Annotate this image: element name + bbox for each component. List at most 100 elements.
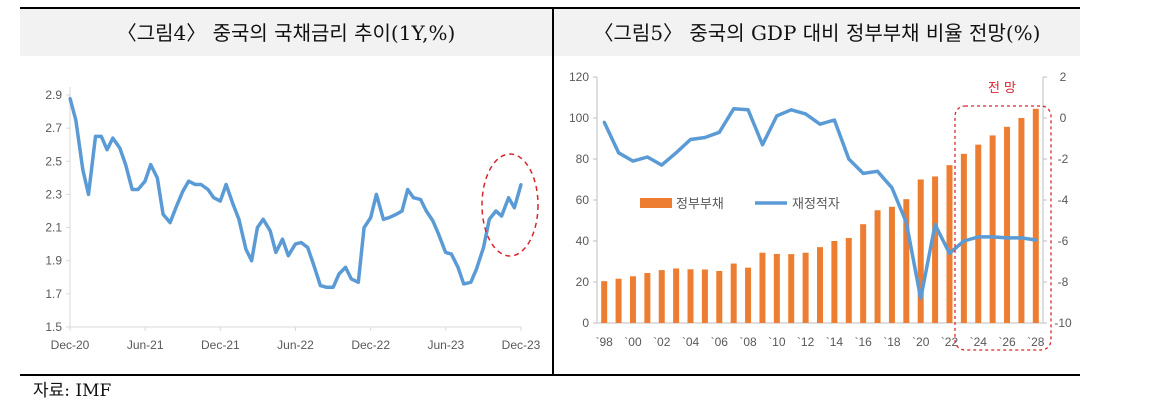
chart2-deficit-point [1034, 238, 1038, 242]
chart2-title: 〈그림5〉 중국의 GDP 대비 정부부채 비율 전망(%) [594, 21, 1041, 45]
chart1-data-point [181, 189, 185, 193]
chart1-y-tick-label: 2.5 [45, 154, 62, 168]
legend-swatch-debt [640, 198, 672, 208]
chart1-highlight-ellipse [481, 153, 539, 257]
chart2-debt-bar [644, 272, 651, 323]
chart2-debt-bar [773, 253, 780, 323]
chart2-x-tick-label: `18 [883, 335, 901, 349]
chart1-data-point [400, 209, 404, 213]
chart2-debt-bar [989, 135, 996, 323]
chart2-debt-bar [946, 165, 953, 323]
chart2-deficit-point [947, 251, 951, 255]
chart2-debt-bar [601, 281, 608, 323]
chart1-y-tick-label: 2.9 [45, 88, 62, 102]
chart2-right-tick-label: 0 [1060, 111, 1067, 125]
chart2-left-tick-label: 120 [569, 70, 589, 84]
chart1-data-point [87, 192, 91, 196]
chart2-x-tick-label: `22 [941, 335, 959, 349]
chart1-data-point [105, 148, 109, 152]
chart2-deficit-point [732, 107, 736, 111]
chart1-data-point [475, 267, 479, 271]
chart2-debt-bar [860, 224, 867, 323]
chart2-debt-bar [759, 252, 766, 323]
chart2-debt-bar [701, 269, 708, 323]
chart2-debt-bar [615, 278, 622, 323]
chart2-left-tick-label: 80 [576, 152, 590, 166]
chart2-left-tick-label: 40 [576, 234, 590, 248]
chart1-y-tick-label: 2.1 [45, 221, 62, 235]
chart1-data-point [174, 206, 178, 210]
chart1-data-point [111, 136, 115, 140]
chart1-data-point [250, 259, 254, 263]
forecast-box [954, 105, 1052, 351]
chart1-y-tick-label: 2.3 [45, 187, 62, 201]
chart2-right-tick-label: -4 [1058, 193, 1069, 207]
chart1-data-point [431, 219, 435, 223]
chart1-data-point [487, 217, 491, 221]
chart2-right-tick-label: 2 [1060, 70, 1067, 84]
chart1-data-point [187, 179, 191, 183]
chart2-x-tick-label: `12 [797, 335, 815, 349]
chart2-deficit-point [847, 157, 851, 161]
chart1-data-point [168, 221, 172, 225]
chart2-deficit-point [832, 118, 836, 122]
chart2-deficit-point [674, 151, 678, 155]
chart2-left-tick-label: 20 [576, 275, 590, 289]
chart1-data-point [261, 217, 265, 221]
chart1-x-tick-label: Jun-23 [427, 338, 464, 352]
chart1-x-tick-label: Dec-22 [351, 338, 390, 352]
chart1-data-point [482, 245, 486, 249]
chart1-rate-line [68, 97, 523, 289]
chart1-data-point [469, 280, 473, 284]
chart1-data-point [286, 254, 290, 258]
chart1-data-point [161, 212, 165, 216]
chart1-data-point [381, 217, 385, 221]
chart1-y-tick-label: 1.5 [45, 320, 62, 334]
chart1-data-point [449, 252, 453, 256]
chart1-data-point [244, 247, 248, 251]
chart1-data-point [74, 118, 78, 122]
chart1-data-point [331, 285, 335, 289]
chart1-data-point [507, 196, 511, 200]
chart1-data-point [193, 182, 197, 186]
chart1-data-point [437, 232, 441, 236]
chart2-x-tick-label: `10 [768, 335, 786, 349]
chart2-deficit-point [645, 155, 649, 159]
chart2-deficit-point [1019, 236, 1023, 240]
chart2-deficit-point [962, 239, 966, 243]
chart1-data-point [337, 272, 341, 276]
chart1-data-point [311, 262, 315, 266]
legend-label-deficit: 재정적자 [792, 197, 840, 212]
chart2-x-tick-label: `08 [739, 335, 757, 349]
chart2-deficit-point [904, 221, 908, 225]
chart2-debt-bar [730, 263, 737, 323]
chart2-deficit-point [991, 235, 995, 239]
chart1-x-tick-label: Dec-23 [502, 338, 541, 352]
chart2-deficit-point [760, 143, 764, 147]
chart2-debt-bar [960, 153, 967, 323]
chart2-debt-bar [917, 179, 924, 323]
chart2-debt-bar [975, 144, 982, 323]
chart2-deficit-point [617, 151, 621, 155]
chart1-data-point [155, 176, 159, 180]
chart2-deficit-point [789, 108, 793, 112]
chart2-x-tick-label: `00 [624, 335, 642, 349]
chart2-left-tick-label: 100 [569, 111, 589, 125]
chart1-data-point [81, 168, 85, 172]
chart1-data-point [299, 240, 303, 244]
forecast-label: 전 망 [988, 81, 1016, 96]
chart2-deficit-point [890, 186, 894, 190]
chart2-debt-bar [1004, 126, 1011, 323]
chart1-data-point [444, 250, 448, 254]
chart1-data-point [143, 179, 147, 183]
chart2-debt-bar [629, 276, 636, 323]
chart2-right-tick-label: -2 [1058, 152, 1069, 166]
chart1-data-point [500, 214, 504, 218]
chart1-data-point [406, 187, 410, 191]
chart2-deficit-point [876, 169, 880, 173]
chart2-x-tick-label: `14 [826, 335, 844, 349]
chart1-data-point [224, 182, 228, 186]
chart1-x-tick-label: Jun-22 [277, 338, 314, 352]
chart1-data-point [356, 280, 360, 284]
chart1-data-point [268, 229, 272, 233]
